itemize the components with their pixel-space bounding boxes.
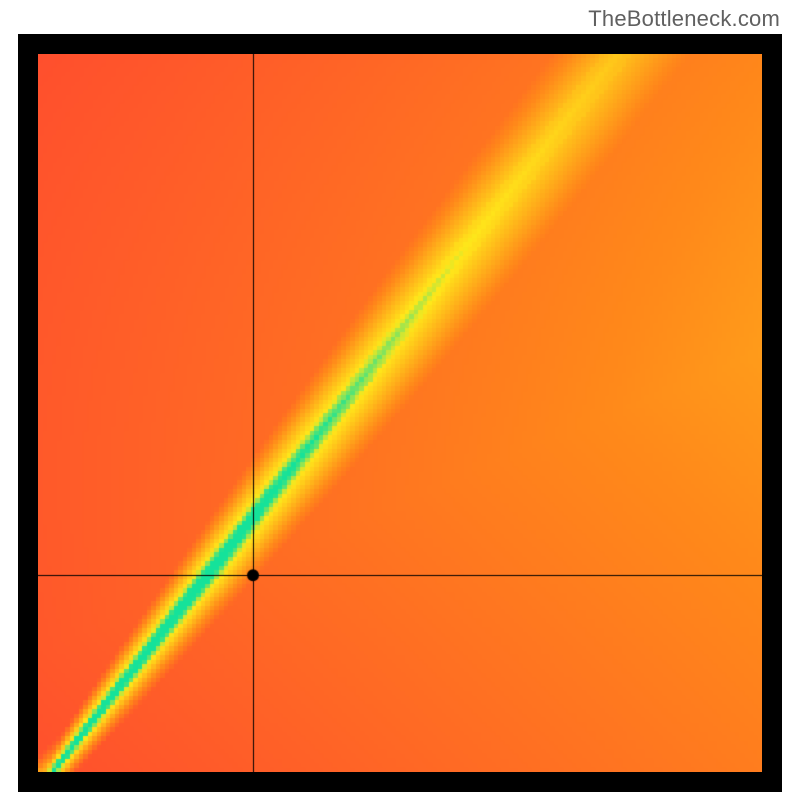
chart-container: TheBottleneck.com <box>0 0 800 800</box>
crosshair-overlay <box>38 54 762 772</box>
plot-inner <box>38 54 762 772</box>
plot-frame <box>18 34 782 792</box>
attribution-text: TheBottleneck.com <box>588 6 780 32</box>
